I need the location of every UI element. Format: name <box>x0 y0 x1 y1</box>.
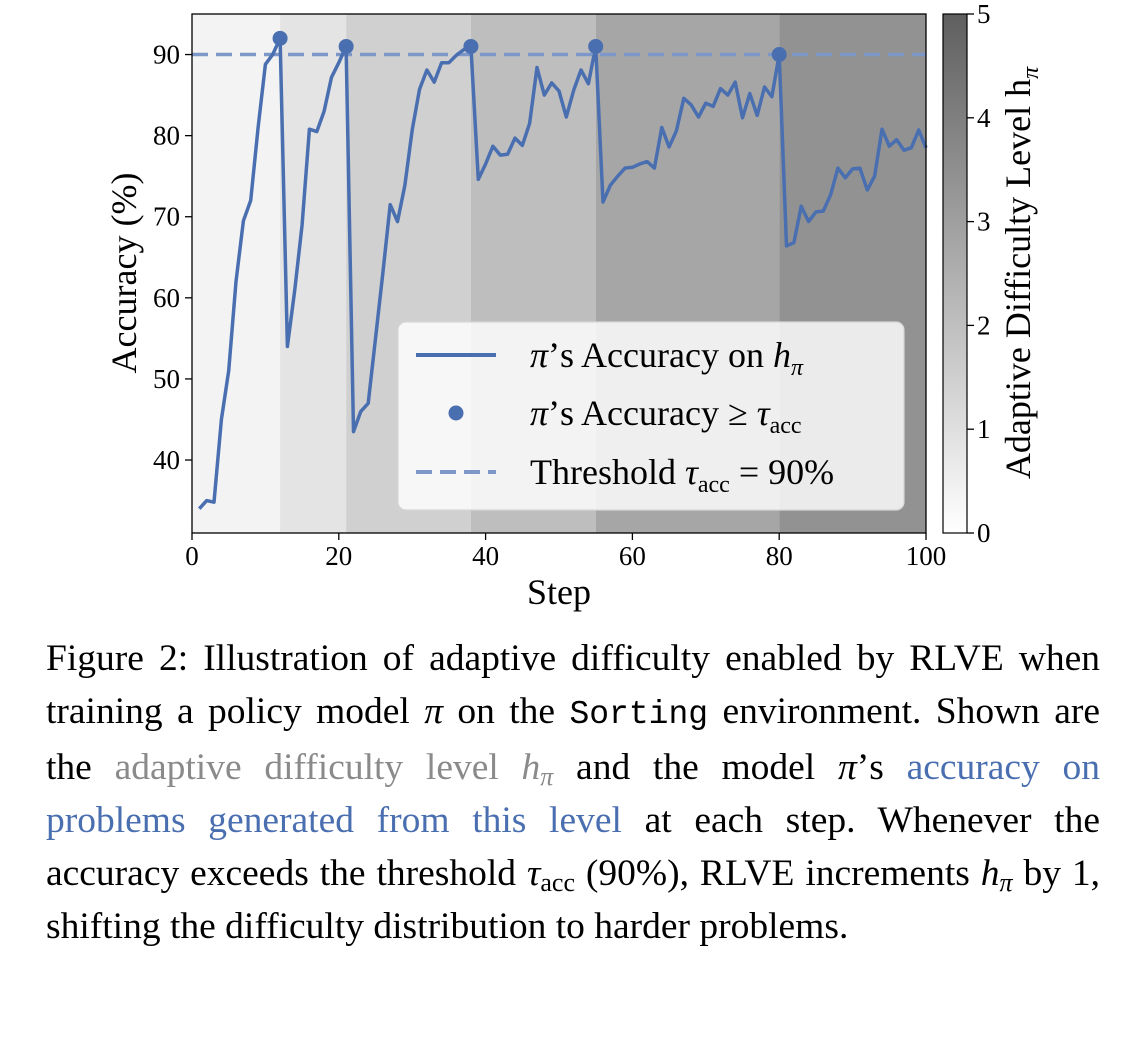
threshold-point-4 <box>771 47 787 63</box>
x-tick-label: 20 <box>325 541 352 571</box>
legend-pi-2: π <box>530 393 549 433</box>
caption-h-sub-2: π <box>999 868 1013 897</box>
difficulty-band-1 <box>280 14 347 533</box>
threshold-point-0 <box>272 30 288 46</box>
colorbar-tick-label: 4 <box>977 103 991 133</box>
x-tick-label: 80 <box>766 541 793 571</box>
threshold-point-3 <box>588 38 604 54</box>
caption-env-name: Sorting <box>569 696 709 733</box>
legend-threshold-entry: Threshold τacc = 90% <box>530 452 834 498</box>
legend-points-label: ’s Accuracy ≥ <box>548 393 757 433</box>
colorbar: 0 1 2 3 4 5 Adaptive Difficulty Level hπ <box>942 0 1044 548</box>
threshold-points <box>272 30 787 63</box>
legend-threshold-prefix: Threshold <box>530 452 685 492</box>
colorbar-tick-label: 5 <box>977 0 991 29</box>
y-axis-ticks: 40 50 60 70 80 90 <box>153 40 192 475</box>
colorbar-tick-label: 0 <box>977 518 991 548</box>
legend: π’s Accuracy on hπ π’s Accuracy ≥ τacc T… <box>397 321 905 511</box>
threshold-point-2 <box>463 38 479 54</box>
legend-h: h <box>773 335 791 375</box>
colorbar-tick-label: 3 <box>977 207 991 237</box>
legend-line-entry: π’s Accuracy on hπ <box>530 335 804 381</box>
caption-text-4: and the model <box>576 747 816 788</box>
x-tick-label: 40 <box>472 541 499 571</box>
y-tick-label: 40 <box>153 445 180 475</box>
colorbar-label-sub: π <box>1018 66 1044 79</box>
caption-text-6: at each step. Whenever the accuracy exce… <box>46 800 1100 894</box>
legend-box <box>397 321 905 511</box>
x-axis-ticks: 0 20 40 60 80 100 <box>185 533 946 571</box>
x-axis-label: Step <box>527 572 591 612</box>
x-tick-label: 100 <box>906 541 947 571</box>
y-tick-label: 60 <box>153 283 180 313</box>
caption-text-1: Illustration of adaptive difficulty enab… <box>46 638 1101 732</box>
accuracy-series <box>198 36 928 510</box>
caption-tau-sub: acc <box>540 868 575 897</box>
x-tick-label: 0 <box>185 541 199 571</box>
caption-h-2: h <box>980 853 1000 894</box>
legend-tau-sub-2: acc <box>698 472 730 498</box>
caption-pi-2: π <box>837 747 857 788</box>
caption-h-1: h <box>521 747 541 788</box>
legend-tau-sub: acc <box>770 413 802 439</box>
x-tick-label: 60 <box>619 541 646 571</box>
legend-h-sub: π <box>791 355 804 381</box>
caption-h-sub-1: π <box>540 762 554 791</box>
accuracy-line <box>198 36 928 510</box>
caption-gray-text: adaptive difficulty level hπ <box>114 747 554 791</box>
colorbar-label: Adaptive Difficulty Level hπ <box>998 66 1044 479</box>
colorbar-tick-label: 2 <box>977 310 991 340</box>
colorbar-label-text: Adaptive Difficulty Level h <box>998 79 1038 479</box>
colorbar-ticks: 0 1 2 3 4 5 <box>967 0 991 548</box>
caption-pi-1: π <box>424 691 444 732</box>
colorbar-tick-label: 1 <box>977 414 991 444</box>
legend-tau-2: τ <box>685 452 699 492</box>
legend-tau: τ <box>757 393 771 433</box>
caption-gray-words: adaptive difficulty level <box>114 747 499 788</box>
y-tick-label: 80 <box>153 121 180 151</box>
caption-text-5: ’s <box>856 747 884 788</box>
threshold-point-1 <box>338 38 354 54</box>
y-tick-label: 90 <box>153 40 180 70</box>
caption-tau: τ <box>526 853 541 894</box>
caption-text-3: environment. Shown are the <box>46 691 1101 788</box>
y-tick-label: 50 <box>153 364 180 394</box>
colorbar-gradient <box>942 13 968 534</box>
caption-text-2: on the <box>457 691 556 732</box>
caption-blue-text: accuracy on problems generated from this… <box>46 747 1101 841</box>
legend-threshold-suffix: = 90% <box>730 452 834 492</box>
figure-caption: Figure 2: Illustration of adaptive diffi… <box>46 632 1100 953</box>
y-axis-label: Accuracy (%) <box>104 173 144 374</box>
legend-pi: π <box>530 335 549 375</box>
plot-frame <box>191 13 927 534</box>
legend-line-label: ’s Accuracy on <box>548 335 773 375</box>
caption-text-7: (90%), RLVE increments <box>585 853 970 894</box>
legend-points-entry: π’s Accuracy ≥ τacc <box>530 393 802 439</box>
caption-label: Figure 2: <box>46 638 189 679</box>
caption-text-8: by 1, shifting the difficulty distributi… <box>46 853 1101 947</box>
legend-point-swatch <box>448 405 464 421</box>
y-tick-label: 70 <box>153 202 180 232</box>
